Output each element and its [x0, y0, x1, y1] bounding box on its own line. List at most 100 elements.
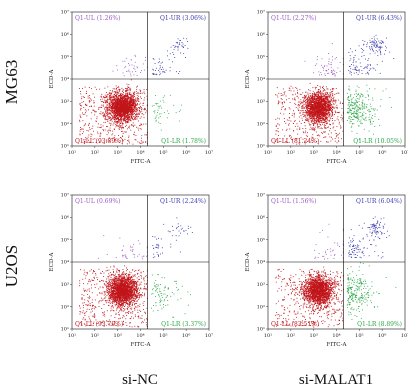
point-ll: [123, 104, 125, 106]
point-ll: [130, 88, 132, 90]
point-ll: [125, 106, 127, 108]
point-ll: [310, 104, 312, 105]
point-ll: [332, 122, 334, 124]
point-ur: [356, 72, 357, 74]
point-ul: [330, 67, 332, 69]
point-ll: [320, 111, 321, 112]
point-ll: [128, 135, 130, 137]
point-ll: [117, 113, 119, 115]
point-ll: [114, 101, 116, 103]
point-ll: [305, 107, 307, 109]
point-ll: [114, 118, 116, 120]
point-ll: [310, 100, 311, 101]
point-lr: [154, 110, 156, 112]
point-ll: [318, 114, 320, 116]
point-ll: [312, 93, 313, 94]
point-ll: [309, 105, 311, 107]
point-ll: [324, 100, 326, 102]
point-ll: [143, 123, 145, 125]
point-ll: [115, 115, 117, 117]
point-ll: [137, 100, 139, 102]
point-ur: [183, 37, 185, 39]
point-ll: [311, 104, 313, 106]
point-ll: [137, 85, 138, 87]
point-ll: [89, 100, 91, 102]
point-ll: [128, 126, 129, 128]
point-ll: [125, 90, 127, 92]
point-ll: [307, 119, 309, 121]
point-ll: [309, 98, 311, 100]
point-ll: [324, 89, 325, 90]
point-ll: [112, 105, 113, 107]
point-ll: [132, 110, 134, 112]
point-ll: [134, 92, 136, 94]
point-ll: [313, 112, 314, 114]
point-ll: [310, 111, 312, 113]
point-ll: [134, 108, 136, 110]
point-ll: [118, 112, 120, 114]
point-ll: [117, 92, 119, 94]
point-ll: [80, 105, 81, 106]
point-ur: [378, 46, 380, 48]
point-ll: [106, 111, 108, 113]
panel-1: 10¹10²10³10⁴10⁵10⁶10⁷10¹10²10³10⁴10⁵10⁶1…: [245, 10, 408, 165]
point-ur: [384, 53, 385, 55]
point-ll: [112, 117, 113, 119]
point-ll: [85, 110, 87, 112]
point-ll: [122, 140, 124, 142]
point-ll: [106, 119, 108, 120]
point-ll: [110, 93, 112, 95]
point-ll: [124, 110, 125, 111]
point-ll: [308, 97, 310, 98]
point-ll: [311, 105, 313, 107]
point-ll: [132, 124, 134, 126]
point-ll: [109, 95, 110, 96]
point-ul: [330, 62, 332, 64]
point-ll: [289, 108, 291, 110]
point-ll: [88, 109, 89, 111]
point-ll: [335, 100, 337, 102]
x-axis-title: FITC-A: [130, 159, 151, 165]
point-ur: [348, 70, 350, 71]
point-ll: [315, 88, 316, 90]
point-ll: [128, 118, 130, 119]
point-ll: [337, 107, 338, 109]
point-ll: [108, 96, 110, 98]
point-ll: [316, 135, 318, 136]
point-ll: [122, 101, 124, 103]
point-ll: [118, 97, 120, 99]
point-ll: [119, 119, 120, 120]
point-ll: [321, 108, 322, 110]
point-ll: [115, 105, 116, 107]
point-ll: [109, 112, 111, 114]
point-ll: [136, 98, 138, 100]
point-ll: [113, 107, 115, 109]
point-ll: [129, 110, 131, 112]
point-ll: [90, 98, 92, 100]
point-ll: [325, 113, 327, 115]
point-ll: [293, 130, 295, 132]
point-ll: [319, 121, 320, 123]
point-ll: [323, 110, 325, 112]
point-ll: [122, 104, 124, 105]
point-ll: [333, 98, 334, 100]
point-ll: [125, 116, 127, 118]
point-ll: [123, 107, 125, 109]
point-ll: [136, 86, 137, 88]
point-ll: [330, 104, 332, 105]
point-ll: [317, 89, 319, 90]
point-ll: [309, 110, 311, 112]
point-ll: [101, 104, 103, 106]
point-ur: [365, 58, 366, 60]
point-ll: [284, 102, 286, 104]
point-ll: [112, 133, 114, 135]
point-ll: [325, 98, 327, 100]
point-ll: [302, 138, 304, 140]
point-ll: [128, 115, 129, 117]
point-ur: [182, 43, 184, 45]
point-ll: [330, 124, 331, 126]
point-ll: [120, 97, 122, 99]
point-ll: [114, 110, 115, 112]
point-ll: [114, 95, 116, 96]
point-ur: [153, 72, 155, 74]
